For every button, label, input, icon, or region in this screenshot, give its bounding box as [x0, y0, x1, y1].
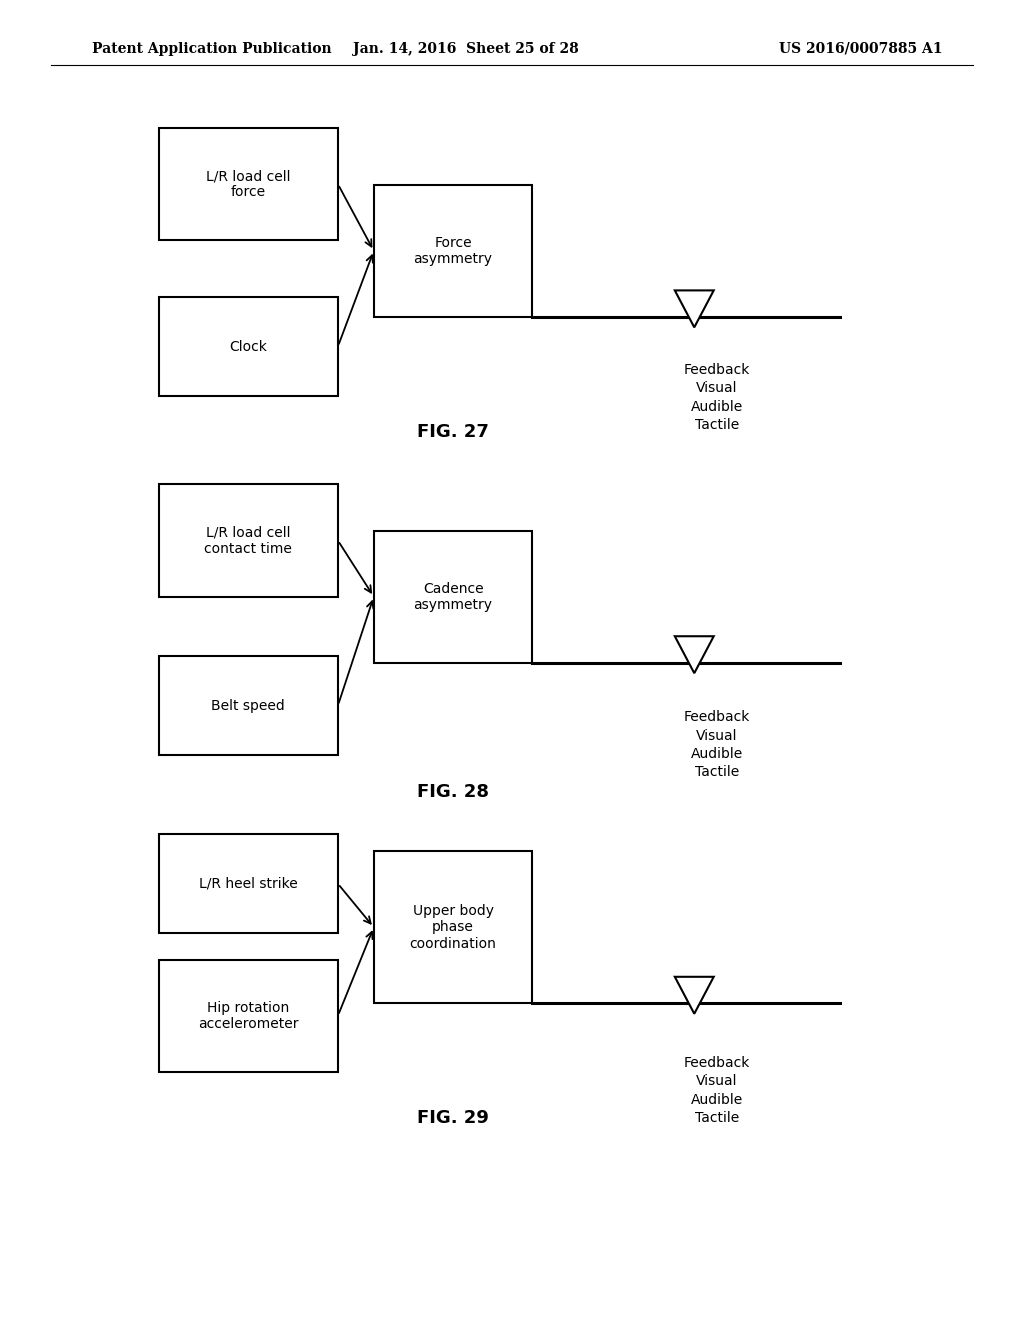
Bar [159, 834, 338, 933]
Text: Feedback
Visual
Audible
Tactile: Feedback Visual Audible Tactile [684, 363, 750, 432]
Text: Belt speed: Belt speed [211, 698, 286, 713]
Text: FIG. 29: FIG. 29 [417, 1109, 489, 1127]
Text: L/R load cell
contact time: L/R load cell contact time [205, 525, 292, 556]
Text: Force
asymmetry: Force asymmetry [414, 236, 493, 265]
Bar [159, 297, 338, 396]
Text: L/R heel strike: L/R heel strike [199, 876, 298, 891]
Bar [159, 128, 338, 240]
Text: L/R load cell
force: L/R load cell force [206, 169, 291, 199]
Polygon shape [675, 636, 714, 673]
Text: Feedback
Visual
Audible
Tactile: Feedback Visual Audible Tactile [684, 1056, 750, 1125]
Text: Patent Application Publication: Patent Application Publication [92, 42, 332, 55]
Polygon shape [675, 977, 714, 1014]
Bar [159, 656, 338, 755]
Bar [159, 960, 338, 1072]
Bar [159, 484, 338, 597]
Text: FIG. 28: FIG. 28 [417, 783, 489, 801]
Bar [374, 531, 532, 663]
Polygon shape [675, 290, 714, 327]
Text: FIG. 27: FIG. 27 [417, 422, 489, 441]
Text: Clock: Clock [229, 339, 267, 354]
Text: Feedback
Visual
Audible
Tactile: Feedback Visual Audible Tactile [684, 710, 750, 779]
Text: US 2016/0007885 A1: US 2016/0007885 A1 [778, 42, 942, 55]
Text: Hip rotation
accelerometer: Hip rotation accelerometer [198, 1001, 299, 1031]
Bar [374, 851, 532, 1003]
Text: Upper body
phase
coordination: Upper body phase coordination [410, 904, 497, 950]
Bar [374, 185, 532, 317]
Text: Jan. 14, 2016  Sheet 25 of 28: Jan. 14, 2016 Sheet 25 of 28 [353, 42, 579, 55]
Text: Cadence
asymmetry: Cadence asymmetry [414, 582, 493, 611]
